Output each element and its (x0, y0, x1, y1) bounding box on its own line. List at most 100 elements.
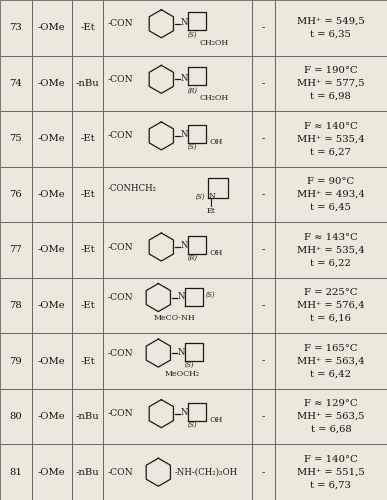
Text: 75: 75 (10, 134, 22, 143)
Text: -Et: -Et (80, 301, 95, 310)
Bar (72, 0, 103, 56)
Text: N: N (177, 348, 185, 356)
Text: CH₂OH: CH₂OH (199, 39, 229, 47)
Text: -OMe: -OMe (38, 356, 65, 366)
Bar (252, 334, 275, 389)
Text: -OMe: -OMe (38, 134, 65, 143)
Bar (103, 334, 252, 389)
Text: OH: OH (209, 249, 223, 257)
Text: MeOCH₂: MeOCH₂ (165, 370, 200, 378)
Text: (S): (S) (188, 31, 197, 39)
Bar (72, 278, 103, 334)
Text: OH: OH (209, 138, 223, 146)
Bar (275, 0, 387, 56)
Bar (103, 56, 252, 111)
Bar (275, 444, 387, 500)
Text: -CON: -CON (107, 468, 133, 476)
Bar (252, 278, 275, 334)
Text: F = 90°C
MH⁺ = 493,4
t = 6,45: F = 90°C MH⁺ = 493,4 t = 6,45 (297, 177, 365, 212)
Bar (72, 166, 103, 222)
Bar (275, 278, 387, 334)
Bar (103, 111, 252, 166)
Text: -nBu: -nBu (75, 468, 99, 476)
Text: -CON: -CON (107, 132, 133, 140)
Text: F ≈ 143°C
MH⁺ = 535,4
t = 6,22: F ≈ 143°C MH⁺ = 535,4 t = 6,22 (297, 232, 365, 268)
Bar (0, 0, 32, 56)
Text: -nBu: -nBu (75, 79, 99, 88)
Text: -CON: -CON (107, 20, 133, 28)
Bar (103, 389, 252, 444)
Text: 78: 78 (10, 301, 22, 310)
Bar (275, 389, 387, 444)
Text: N: N (180, 130, 188, 140)
Bar (252, 389, 275, 444)
Text: -OMe: -OMe (38, 301, 65, 310)
Text: -OMe: -OMe (38, 468, 65, 476)
Text: -: - (262, 190, 265, 199)
Bar (72, 56, 103, 111)
Text: 77: 77 (10, 246, 22, 254)
Text: MH⁺ = 549,5
t = 6,35: MH⁺ = 549,5 t = 6,35 (297, 17, 365, 38)
Text: OH: OH (209, 416, 223, 424)
Text: (S): (S) (188, 143, 197, 151)
Text: -CON: -CON (107, 348, 133, 358)
Bar (252, 111, 275, 166)
Text: -: - (262, 24, 265, 32)
Bar (0, 278, 32, 334)
Text: F = 190°C
MH⁺ = 577,5
t = 6,98: F = 190°C MH⁺ = 577,5 t = 6,98 (297, 66, 365, 100)
Bar (72, 222, 103, 278)
Bar (32, 111, 72, 166)
Text: (S): (S) (205, 290, 215, 298)
Text: -: - (262, 246, 265, 254)
Text: -Et: -Et (80, 356, 95, 366)
Text: -Et: -Et (80, 246, 95, 254)
Text: N: N (180, 242, 188, 250)
Bar (252, 0, 275, 56)
Bar (275, 111, 387, 166)
Text: -OMe: -OMe (38, 79, 65, 88)
Bar (103, 444, 252, 500)
Text: N: N (180, 18, 188, 28)
Text: 74: 74 (9, 79, 22, 88)
Text: (R): (R) (187, 254, 197, 262)
Text: 80: 80 (10, 412, 22, 421)
Bar (275, 222, 387, 278)
Text: -CON: -CON (107, 409, 133, 418)
Text: -CONHCH₂: -CONHCH₂ (107, 184, 156, 193)
Bar (72, 444, 103, 500)
Text: (S): (S) (188, 420, 197, 428)
Bar (0, 444, 32, 500)
Text: -CON: -CON (107, 75, 133, 84)
Text: -: - (262, 79, 265, 88)
Bar (275, 334, 387, 389)
Text: -CON: -CON (107, 293, 133, 302)
Text: (R): (R) (187, 86, 197, 94)
Text: N: N (177, 292, 185, 301)
Bar (275, 56, 387, 111)
Bar (275, 166, 387, 222)
Text: (S): (S) (185, 361, 194, 369)
Text: F ≈ 129°C
MH⁺ = 563,5
t = 6,68: F ≈ 129°C MH⁺ = 563,5 t = 6,68 (297, 400, 365, 434)
Text: -NH-(CH₂)₃OH: -NH-(CH₂)₃OH (174, 468, 238, 476)
Bar (32, 278, 72, 334)
Text: (S): (S) (195, 192, 205, 200)
Bar (103, 0, 252, 56)
Bar (103, 278, 252, 334)
Text: 76: 76 (10, 190, 22, 199)
Text: -OMe: -OMe (38, 412, 65, 421)
Bar (32, 166, 72, 222)
Bar (252, 56, 275, 111)
Bar (32, 389, 72, 444)
Bar (0, 166, 32, 222)
Text: -Et: -Et (80, 190, 95, 199)
Bar (72, 389, 103, 444)
Bar (0, 334, 32, 389)
Text: 81: 81 (9, 468, 22, 476)
Bar (32, 444, 72, 500)
Text: N: N (180, 408, 188, 417)
Text: -nBu: -nBu (75, 412, 99, 421)
Bar (252, 222, 275, 278)
Text: -: - (262, 468, 265, 476)
Bar (252, 444, 275, 500)
Bar (0, 389, 32, 444)
